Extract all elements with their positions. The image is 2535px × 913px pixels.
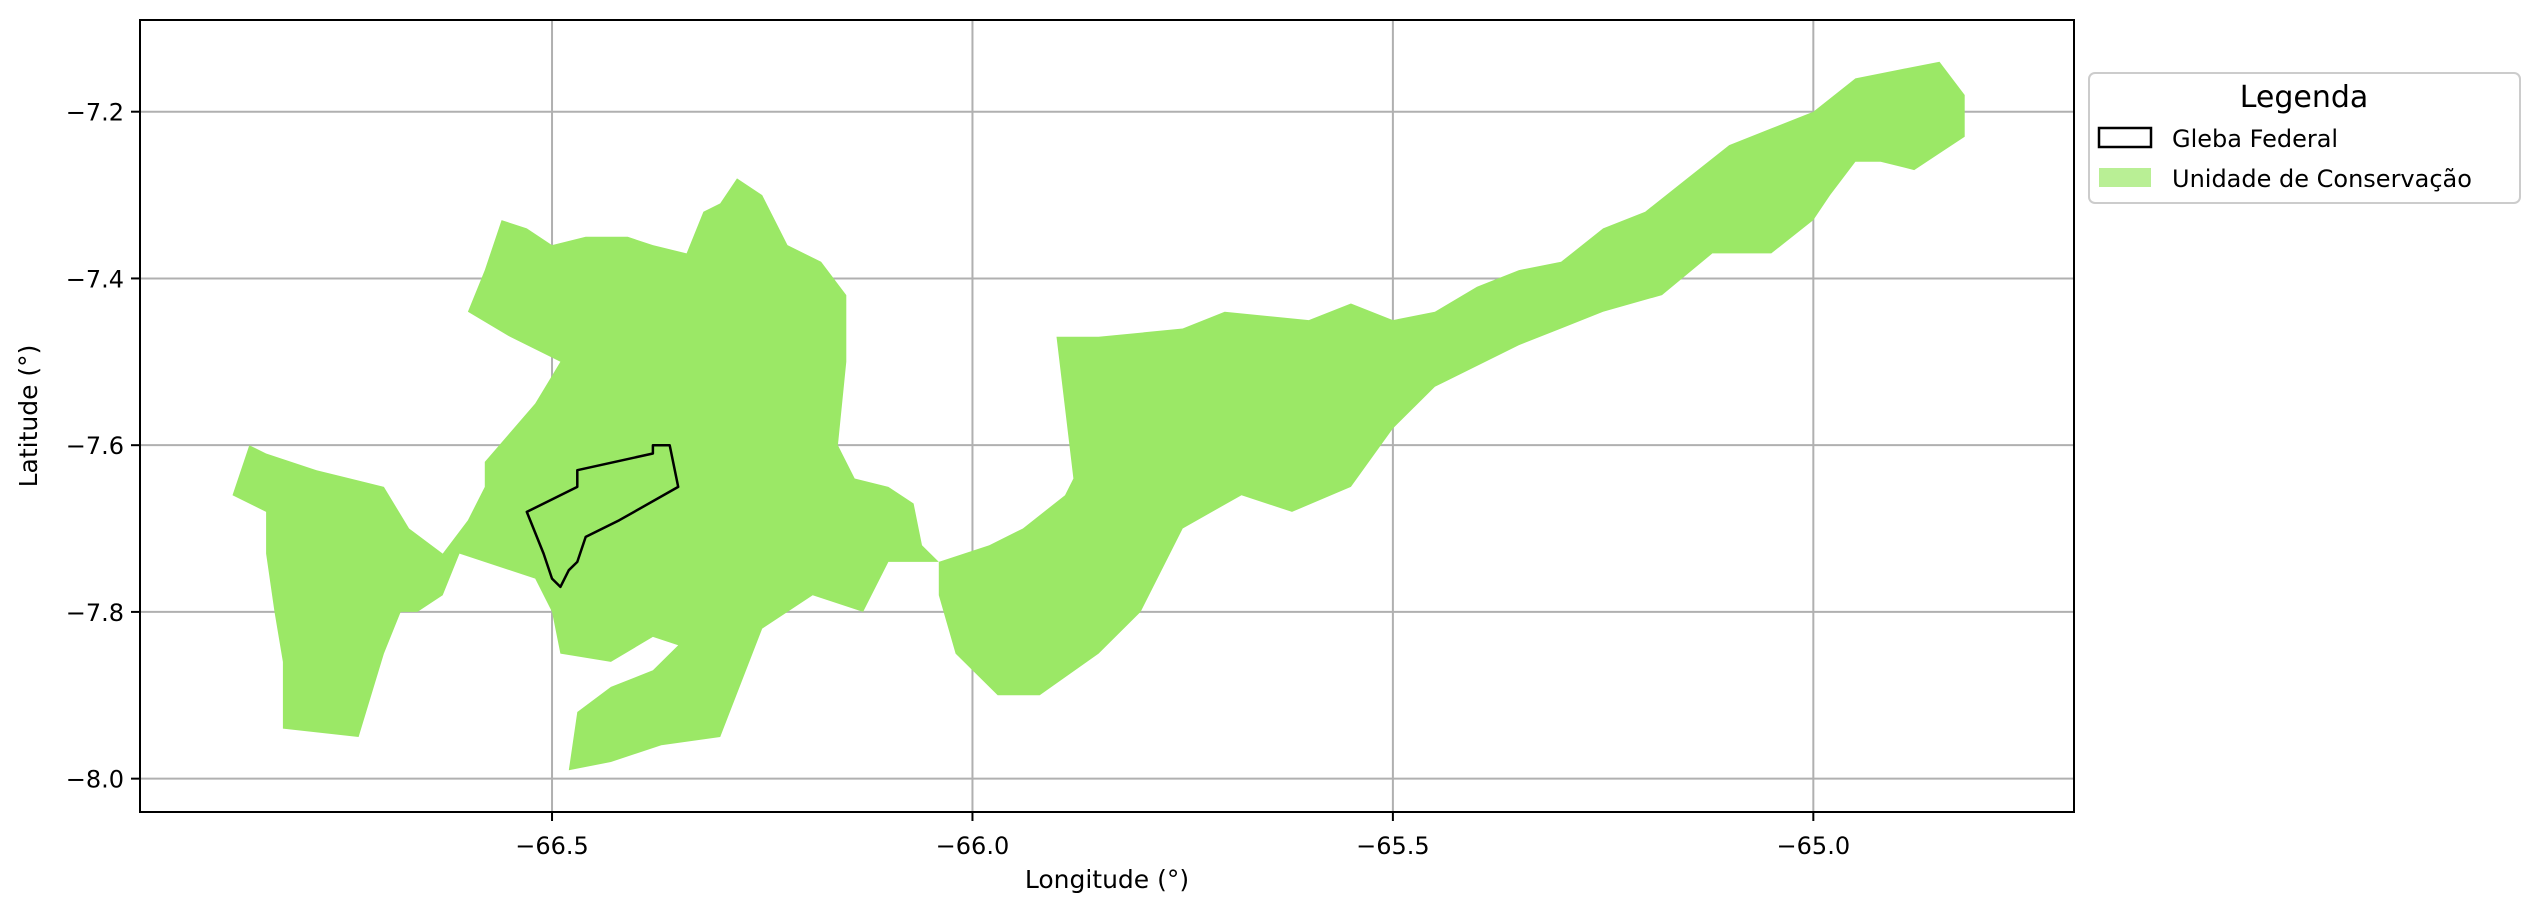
x-tick-label: −65.0: [1777, 832, 1851, 860]
legend-swatch-unidade: [2099, 168, 2151, 187]
y-tick-label: −7.2: [66, 99, 124, 127]
map-polygons: [232, 61, 1965, 771]
x-tick-label: −66.5: [515, 832, 589, 860]
axes-frame: [139, 19, 2075, 813]
legend-swatch-gleba: [2097, 126, 2153, 149]
unidade-de-conservacao-polygon: [232, 178, 939, 771]
x-axis-label: Longitude (°): [1025, 865, 1189, 894]
y-tick-label: −7.4: [66, 265, 124, 293]
y-tick-label: −7.6: [66, 432, 124, 460]
legend-label-unidade: Unidade de Conservação: [2172, 165, 2472, 193]
legend-title: Legenda: [2240, 80, 2369, 115]
x-tick-label: −65.5: [1356, 832, 1430, 860]
y-tick-label: −8.0: [66, 766, 124, 794]
unidade-de-conservacao-polygon: [938, 61, 1965, 696]
legend-label-gleba: Gleba Federal: [2172, 125, 2338, 153]
y-axis-label: Latitude (°): [14, 345, 43, 488]
legend-box: [2088, 72, 2521, 204]
y-tick-label: −7.8: [66, 599, 124, 627]
x-tick-label: −66.0: [936, 832, 1010, 860]
ticks: −66.5 −66.0 −65.5 −65.0 −7.2 −7.4 −7.6 −7.8 −8.0: [66, 99, 1850, 860]
gleba-federal-polygon: [525, 443, 680, 589]
legend: Legenda Gleba Federal Unidade de Conserv…: [2088, 72, 2521, 204]
